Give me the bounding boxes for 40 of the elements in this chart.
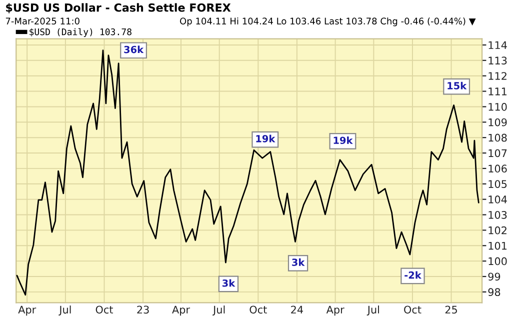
x-tick-label: Jul <box>212 306 225 316</box>
y-tick-label: 102 <box>488 226 506 234</box>
y-tick-label: 111 <box>488 88 507 96</box>
annotation: 3k <box>222 279 236 287</box>
x-tick-label: 23 <box>137 306 149 314</box>
chart-subtitle: 7-Mar-2025 11:0 <box>6 18 80 24</box>
annotation: 19k <box>334 136 353 144</box>
y-tick-label: 112 <box>488 72 506 80</box>
x-tick-label: Jul <box>58 306 71 316</box>
y-tick-label: 101 <box>488 242 507 250</box>
x-tick-label: 25 <box>445 306 457 314</box>
legend-label: $USD (Daily) 103.78 <box>30 28 132 37</box>
y-tick-label: 108 <box>488 134 507 142</box>
annotation: 36k <box>124 46 144 54</box>
chart-title: $USD US Dollar - Cash Settle FOREX <box>6 3 231 14</box>
annotation: 19k <box>256 134 276 142</box>
x-tick-label: Oct <box>96 306 113 314</box>
x-tick-label: 24 <box>291 306 303 314</box>
x-tick-label: Jul <box>366 306 379 316</box>
y-tick-label: 98 <box>488 288 500 296</box>
y-tick-label: 109 <box>488 118 507 126</box>
x-tick-label: Oct <box>404 306 422 314</box>
annotation: -2k <box>404 271 422 279</box>
y-tick-label: 105 <box>488 180 507 188</box>
y-tick-label: 113 <box>488 56 507 65</box>
text: Op 104.11 Hi 104.24 Lo 103.46 Last 103.78 Chg -0.46 (-0.44%) ▼ <box>180 17 476 26</box>
annotation: 15k <box>448 82 467 90</box>
y-tick-label: 100 <box>488 257 507 266</box>
x-tick-label: Apr <box>18 306 36 316</box>
x-tick-label: Apr <box>172 306 190 316</box>
y-tick-label: 106 <box>488 164 507 173</box>
y-tick-label: 99 <box>488 272 500 281</box>
y-tick-label: 103 <box>488 210 507 219</box>
x-tick-label: Apr <box>326 306 344 316</box>
x-tick-label: Oct <box>250 306 267 314</box>
y-tick-label: 114 <box>488 41 507 49</box>
y-tick-label: 110 <box>488 102 507 111</box>
y-tick-label: 104 <box>488 196 507 204</box>
annotation: 3k <box>292 258 305 266</box>
y-tick-label: 107 <box>488 149 507 158</box>
